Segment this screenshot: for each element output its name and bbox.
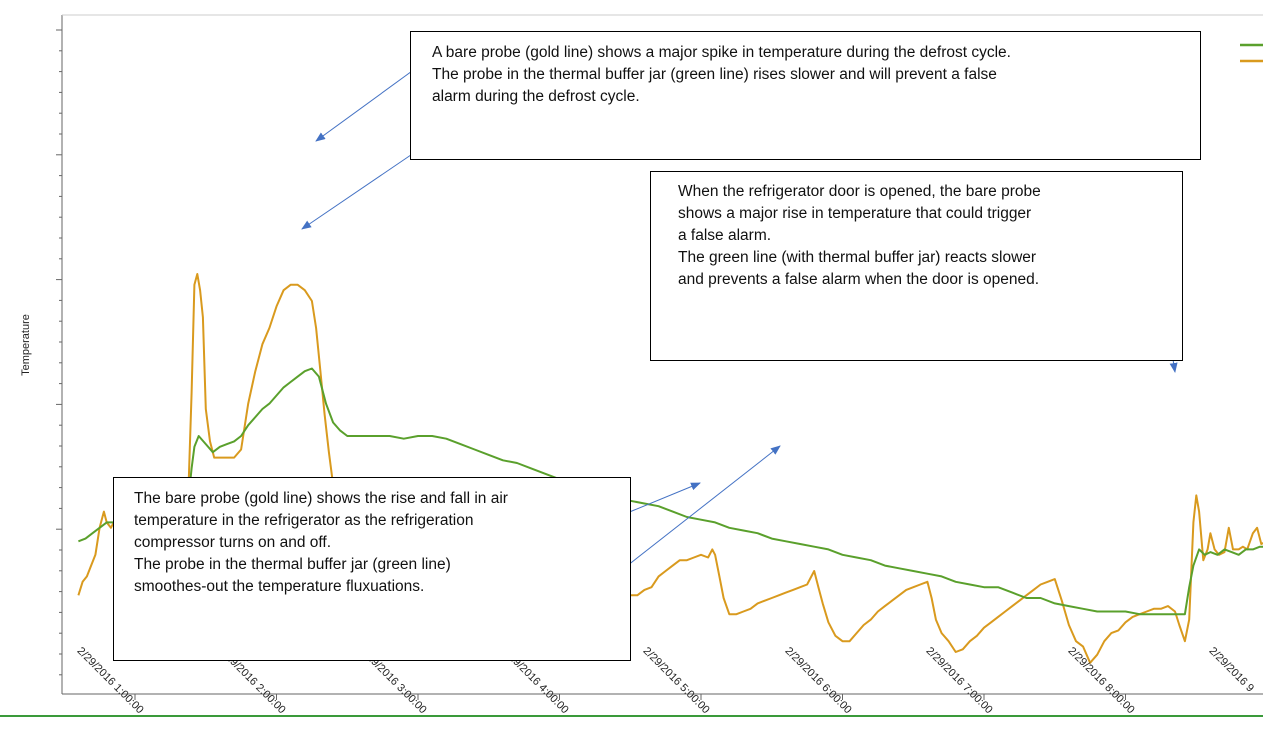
callout-line: When the refrigerator door is opened, th…: [678, 183, 1041, 200]
callout-line: compressor turns on and off.: [134, 534, 332, 551]
callout-line: The probe in the thermal buffer jar (gre…: [432, 66, 997, 83]
callout-line: The bare probe (gold line) shows the ris…: [134, 490, 508, 507]
bare-probe-line: [77, 273, 1263, 664]
y-axis-label: Temperature: [20, 314, 32, 376]
legend: [1240, 43, 1263, 63]
callout-line: shows a major rise in temperature that c…: [678, 205, 1032, 222]
x-axis-ticks: [134, 694, 1126, 700]
compressor-callout: The bare probe (gold line) shows the ris…: [113, 477, 631, 661]
callout-line: A bare probe (gold line) shows a major s…: [432, 44, 1011, 61]
defrost-green-arrow: [301, 141, 431, 230]
axes: [56, 14, 1263, 700]
callout-line: alarm during the defrost cycle.: [432, 88, 640, 105]
defrost-callout: A bare probe (gold line) shows a major s…: [410, 31, 1201, 160]
callout-line: a false alarm.: [678, 227, 772, 244]
callout-line: The green line (with thermal buffer jar)…: [678, 249, 1037, 266]
callout-line: smoothes-out the temperature fluxuations…: [134, 578, 425, 595]
bottom-rule: [0, 715, 1263, 717]
callout-line: temperature in the refrigerator as the r…: [134, 512, 474, 529]
y-axis-ticks: [56, 29, 62, 676]
door-open-callout: When the refrigerator door is opened, th…: [650, 171, 1183, 361]
callout-line: The probe in the thermal buffer jar (gre…: [134, 556, 451, 573]
callout-line: and prevents a false alarm when the door…: [678, 271, 1040, 288]
